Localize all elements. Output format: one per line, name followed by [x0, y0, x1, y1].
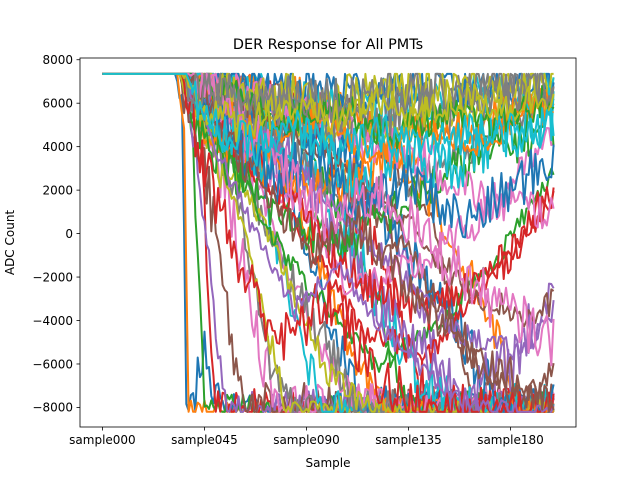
x-tick-label: sample045	[171, 433, 238, 447]
series-line	[102, 72, 555, 167]
x-tick-label: sample000	[69, 433, 136, 447]
y-tick-label: 2000	[42, 183, 73, 197]
chart-title: DER Response for All PMTs	[233, 37, 423, 53]
y-tick-label: −4000	[32, 314, 73, 328]
x-axis-label: Sample	[306, 456, 351, 470]
y-axis-label: ADC Count	[3, 210, 17, 276]
y-tick-label: −2000	[32, 270, 73, 284]
y-tick-label: −8000	[32, 401, 73, 415]
series-layer	[102, 72, 555, 413]
y-tick-label: −6000	[32, 357, 73, 371]
y-axis: −8000 −6000 −4000 −2000 0 2000 4000 6000 8000	[32, 53, 80, 415]
y-tick-label: 4000	[42, 140, 73, 154]
x-tick-label: sample090	[273, 433, 340, 447]
x-axis: sample000 sample045 sample090 sample135 samp…	[69, 427, 544, 447]
plot-area-frame	[79, 57, 577, 428]
y-tick-label: 0	[65, 227, 73, 241]
y-tick-label: 8000	[42, 53, 73, 67]
x-tick-label: sample135	[375, 433, 442, 447]
y-tick-label: 6000	[42, 97, 73, 111]
x-tick-label: sample180	[477, 433, 544, 447]
